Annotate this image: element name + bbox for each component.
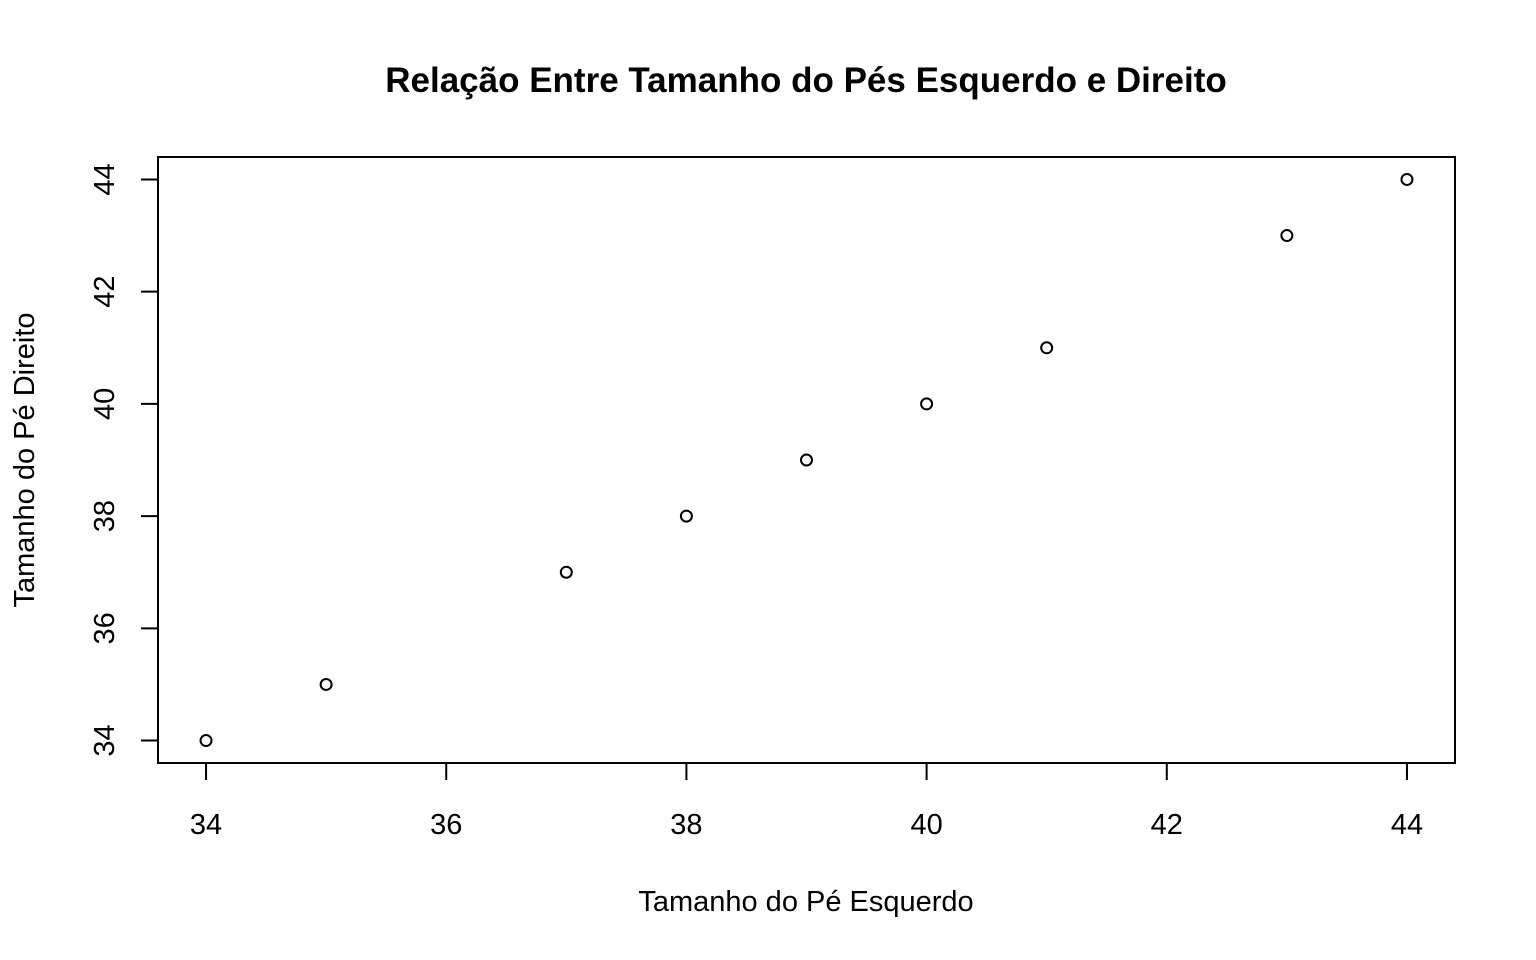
data-point xyxy=(199,734,213,748)
data-point xyxy=(1400,172,1414,186)
y-tick-label: 36 xyxy=(89,612,121,644)
data-point xyxy=(1280,229,1294,243)
y-tick-label: 42 xyxy=(89,276,121,308)
x-axis-label: Tamanho do Pé Esquerdo xyxy=(638,886,973,918)
x-tick-label: 40 xyxy=(910,809,942,841)
chart-title: Relação Entre Tamanho do Pés Esquerdo e … xyxy=(385,61,1227,100)
x-tick-label: 36 xyxy=(430,809,462,841)
data-point xyxy=(559,565,573,579)
data-point xyxy=(319,677,333,691)
y-tick-label: 40 xyxy=(89,388,121,420)
y-axis: 34 36 38 40 42 44 xyxy=(89,163,159,757)
x-axis: 34 36 38 40 42 44 xyxy=(190,762,1423,841)
y-tick-label: 34 xyxy=(89,724,121,756)
y-tick-label: 38 xyxy=(89,500,121,532)
x-tick-label: 38 xyxy=(670,809,702,841)
data-points xyxy=(199,172,1414,748)
data-point xyxy=(920,397,934,411)
plot-frame xyxy=(157,156,1456,764)
data-point xyxy=(1040,341,1054,355)
data-point xyxy=(800,453,813,467)
data-point xyxy=(679,509,693,523)
x-tick-label: 42 xyxy=(1151,809,1183,841)
y-tick-label: 44 xyxy=(89,163,121,195)
x-tick-label: 34 xyxy=(190,809,222,841)
y-axis-label: Tamanho do Pé Direito xyxy=(9,313,41,608)
x-tick-label: 44 xyxy=(1391,809,1423,841)
